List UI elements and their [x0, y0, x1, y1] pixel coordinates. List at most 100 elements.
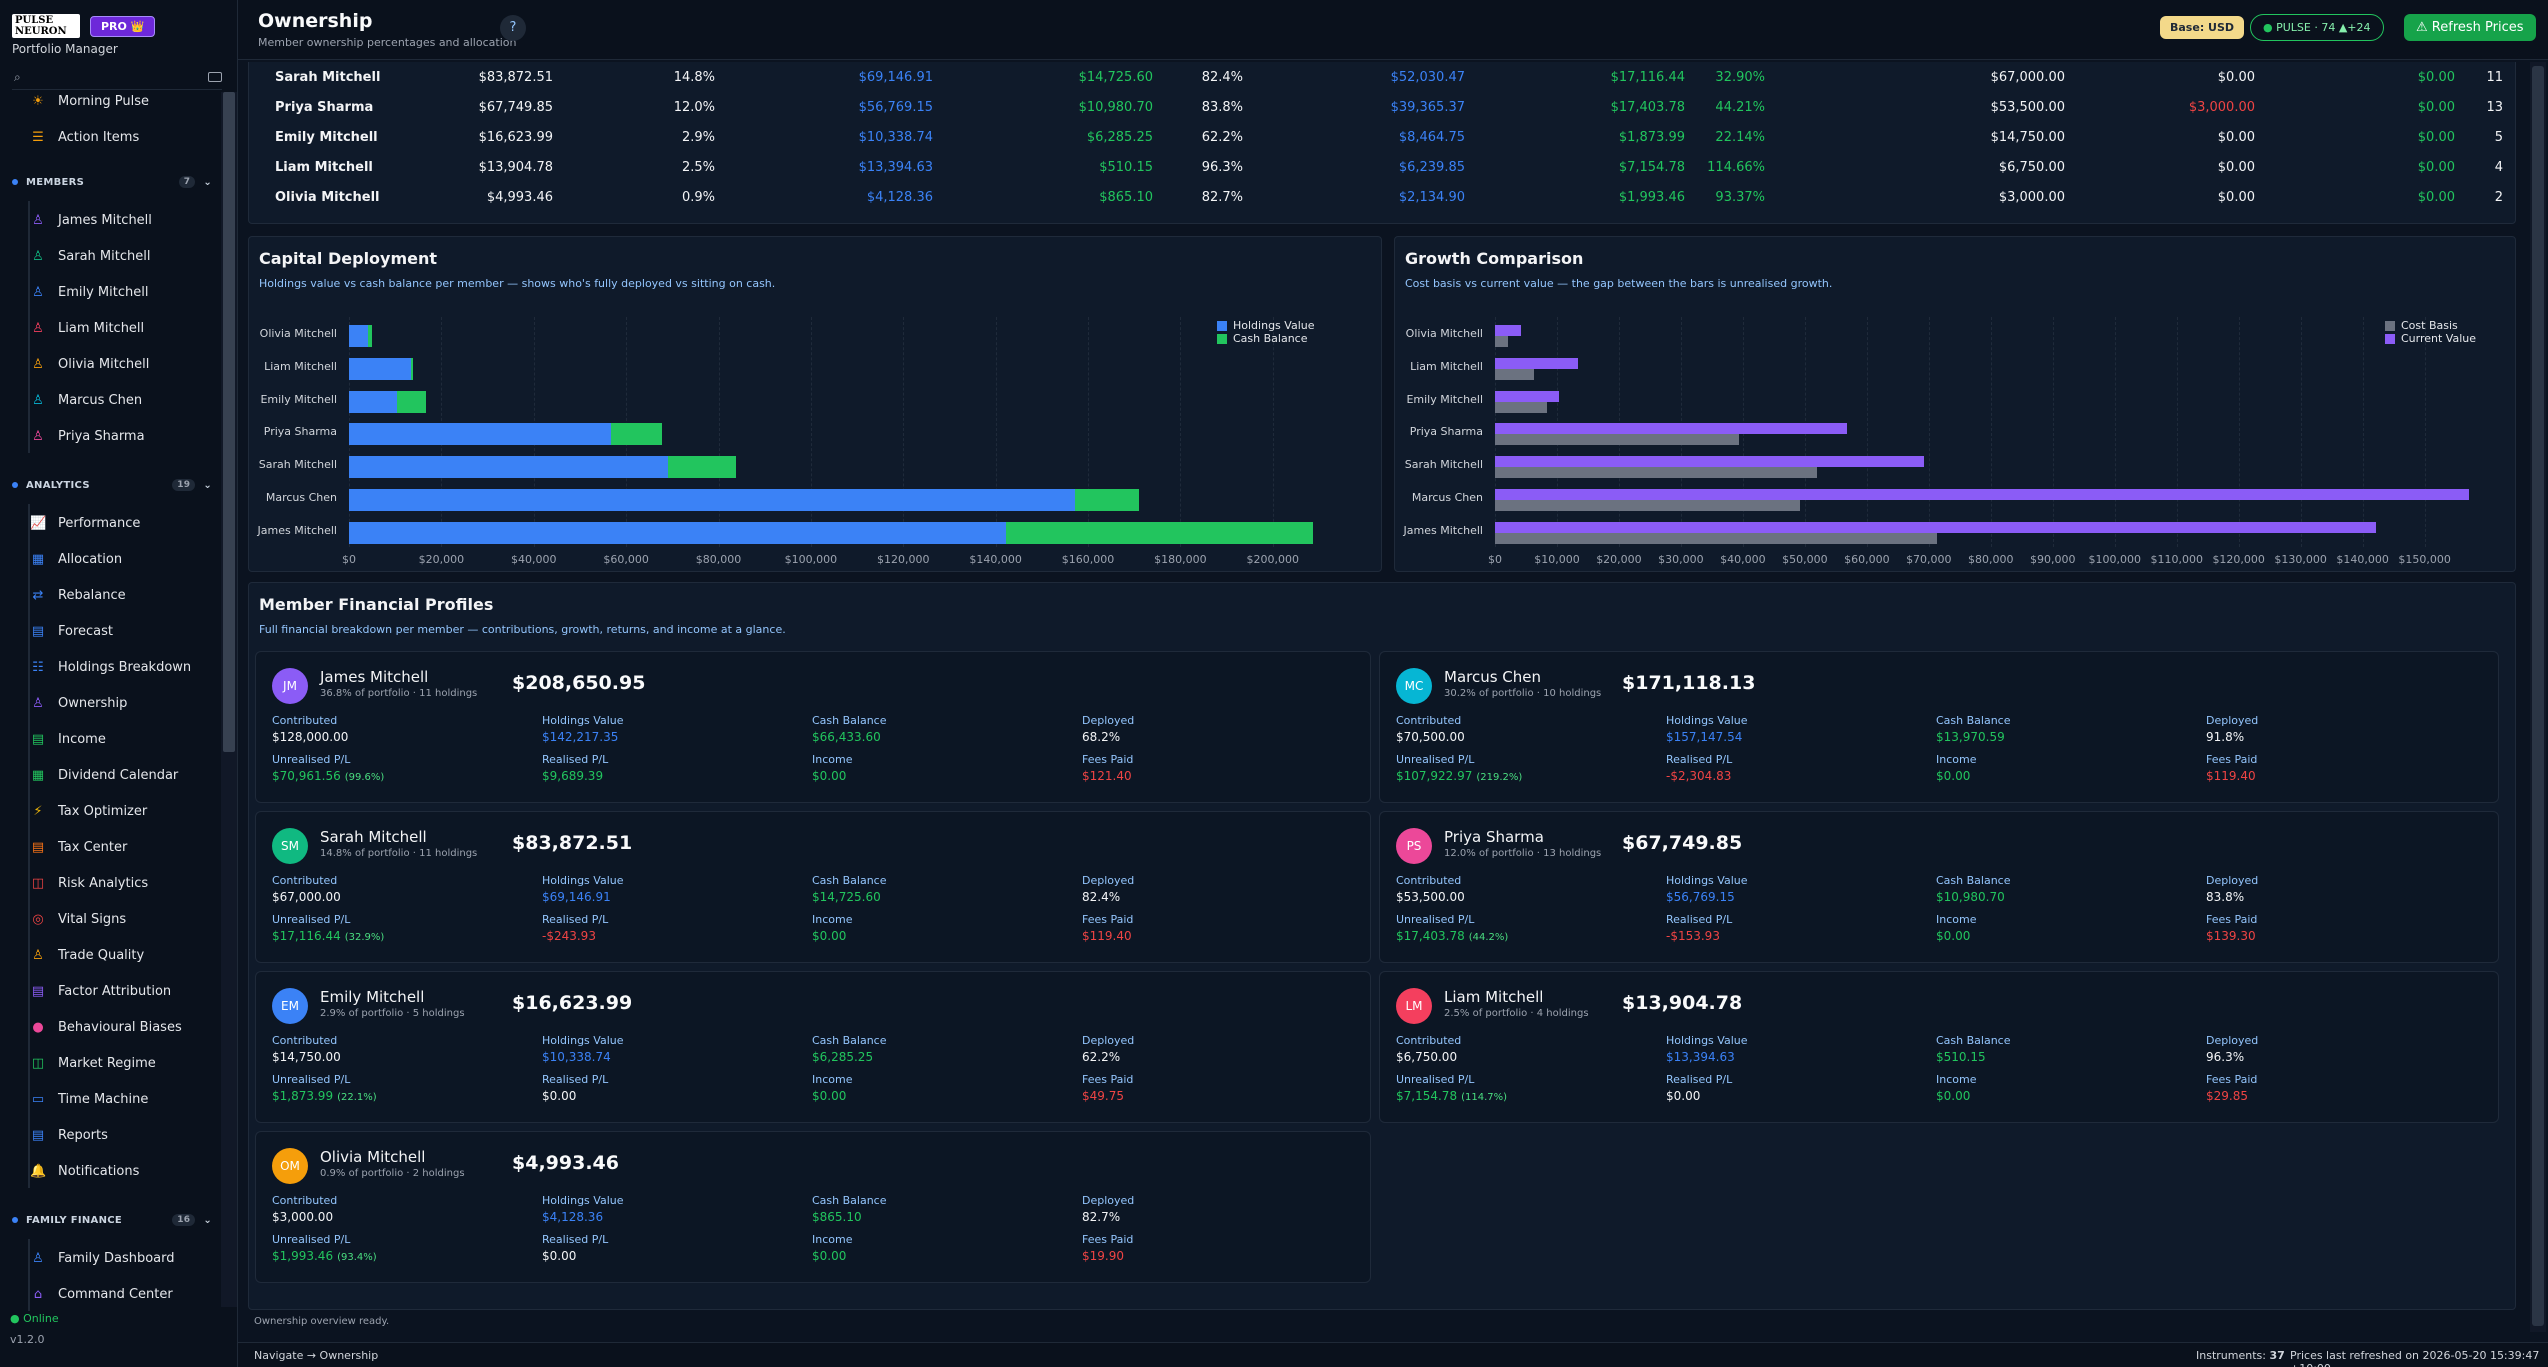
sidebar-item-notifications[interactable]: 🔔 Notifications [30, 1156, 215, 1186]
sidebar-item-ownership[interactable]: ♙ Ownership [30, 688, 215, 718]
base-currency-badge[interactable]: Base: USD [2160, 16, 2245, 39]
collapse-sidebar-icon[interactable] [208, 72, 222, 82]
bar-cost-basis[interactable] [1495, 401, 1548, 413]
version: v1.2.0 [10, 1333, 45, 1346]
grid-line [2238, 317, 2240, 547]
sidebar-item-dividend-calendar[interactable]: ▦ Dividend Calendar [30, 760, 215, 790]
bar-holdings-value[interactable] [349, 489, 1075, 511]
sidebar-item-income[interactable]: ▤ Income [30, 724, 215, 754]
sidebar-item-holdings-breakdown[interactable]: ☷ Holdings Breakdown [30, 652, 215, 682]
sidebar-item-james-mitchell[interactable]: ♙ James Mitchell [30, 205, 215, 235]
bar-cash-balance[interactable] [1074, 489, 1140, 511]
bar-current-value[interactable] [1495, 357, 1578, 369]
sidebar-item-forecast[interactable]: ▤ Forecast [30, 616, 215, 646]
sidebar-item-action-items[interactable]: ☰ Action Items [30, 122, 215, 152]
sidebar-item-vital-signs[interactable]: ◎ Vital Signs [30, 904, 215, 934]
value-text: 83.8% [2206, 890, 2245, 904]
allocation-icon: ▦ [31, 551, 45, 567]
sidebar-item-time-machine[interactable]: ▭ Time Machine [30, 1084, 215, 1114]
bar-holdings-value[interactable] [349, 423, 612, 446]
sidebar-item-command-center[interactable]: ⌂ Command Center [30, 1279, 215, 1309]
member-profile-card[interactable]: JM James Mitchell 36.8% of portfolio · 11 … [255, 651, 1371, 803]
sidebar-item-risk-analytics[interactable]: ◫ Risk Analytics [30, 868, 215, 898]
bar-cost-basis[interactable] [1495, 467, 1818, 479]
field-value: -$243.93 [542, 929, 608, 943]
sidebar-scrollbar[interactable] [221, 92, 237, 1307]
bar-holdings-value[interactable] [349, 357, 411, 380]
sidebar-item-performance[interactable]: 📈 Performance [30, 508, 215, 538]
factor-attribution-icon: ▤ [31, 983, 45, 999]
sidebar-item-reports[interactable]: ▤ Reports [30, 1120, 215, 1150]
legend-swatch [2385, 320, 2395, 331]
bar-cost-basis[interactable] [1495, 500, 1801, 511]
bar-current-value[interactable] [1495, 456, 1924, 468]
bar-cash-balance[interactable] [396, 390, 426, 413]
bar-holdings-value[interactable] [349, 390, 397, 413]
bar-cash-balance[interactable] [668, 456, 737, 479]
sidebar-section-analytics[interactable]: ANALYTICS 19 ⌄ [12, 475, 212, 495]
bar-cash-balance[interactable] [1005, 521, 1313, 544]
sidebar-item-morning-pulse[interactable]: ☀ Morning Pulse [30, 86, 215, 116]
field-value: $0.00 [542, 1249, 608, 1263]
field-label: Income [812, 1073, 853, 1086]
bar-current-value[interactable] [1495, 521, 2377, 533]
contributed-field: Contributed $128,000.00 [272, 714, 348, 744]
bar-current-value[interactable] [1495, 489, 2469, 500]
sidebar-item-sarah-mitchell[interactable]: ♙ Sarah Mitchell [30, 241, 215, 271]
sidebar-item-liam-mitchell[interactable]: ♙ Liam Mitchell [30, 313, 215, 343]
sidebar-item-family-dashboard[interactable]: ♙ Family Dashboard [30, 1243, 215, 1273]
value-text: 82.7% [1082, 1210, 1121, 1224]
table-cell: Sarah Mitchell [275, 70, 381, 85]
member-profile-card[interactable]: OM Olivia Mitchell 0.9% of portfolio · 2 h… [255, 1131, 1371, 1283]
bar-cash-balance[interactable] [368, 325, 373, 347]
bar-cash-balance[interactable] [611, 423, 662, 446]
bar-current-value[interactable] [1495, 325, 1521, 336]
bar-current-value[interactable] [1495, 390, 1560, 402]
chevron-down-icon[interactable]: ⌄ [203, 479, 212, 491]
sidebar-item-priya-sharma[interactable]: ♙ Priya Sharma [30, 421, 215, 451]
sidebar-item-trade-quality[interactable]: ♙ Trade Quality [30, 940, 215, 970]
bar-holdings-value[interactable] [349, 456, 669, 479]
bar-cash-balance[interactable] [410, 357, 414, 380]
main-scroll-thumb[interactable] [2532, 66, 2544, 1326]
sidebar-section-family[interactable]: FAMILY FINANCE 16 ⌄ [12, 1210, 212, 1230]
member-profile-card[interactable]: SM Sarah Mitchell 14.8% of portfolio · 11 … [255, 811, 1371, 963]
member-profile-card[interactable]: PS Priya Sharma 12.0% of portfolio · 13 ho… [1379, 811, 2499, 963]
sidebar-section-members[interactable]: MEMBERS 7 ⌄ [12, 172, 212, 192]
help-button[interactable]: ? [500, 15, 526, 41]
sidebar-item-behavioural-biases[interactable]: ● Behavioural Biases [30, 1012, 215, 1042]
bar-cost-basis[interactable] [1495, 532, 1937, 544]
member-profile-card[interactable]: EM Emily Mitchell 2.9% of portfolio · 5 ho… [255, 971, 1371, 1123]
pulse-score-badge[interactable]: ● PULSE · 74 ▲+24 [2250, 14, 2384, 41]
refresh-prices-button[interactable]: ⚠ Refresh Prices [2404, 14, 2536, 41]
value-text: $0.00 [812, 769, 847, 783]
member-profile-card[interactable]: MC Marcus Chen 30.2% of portfolio · 10 hol… [1379, 651, 2499, 803]
chevron-down-icon[interactable]: ⌄ [203, 1214, 212, 1226]
bar-cost-basis[interactable] [1495, 368, 1534, 380]
bar-holdings-value[interactable] [349, 521, 1006, 544]
field-value: $119.40 [2206, 769, 2257, 783]
sidebar-item-olivia-mitchell[interactable]: ♙ Olivia Mitchell [30, 349, 215, 379]
sidebar-search[interactable]: ⌕ [12, 70, 222, 90]
sidebar-item-market-regime[interactable]: ◫ Market Regime [30, 1048, 215, 1078]
sidebar-item-factor-attribution[interactable]: ▤ Factor Attribution [30, 976, 215, 1006]
sidebar-item-tax-optimizer[interactable]: ⚡ Tax Optimizer [30, 796, 215, 826]
main-scrollbar[interactable] [2530, 62, 2546, 1332]
sidebar-item-emily-mitchell[interactable]: ♙ Emily Mitchell [30, 277, 215, 307]
field-value: $0.00 [1666, 1089, 1732, 1103]
bar-cost-basis[interactable] [1495, 434, 1739, 446]
sidebar-item-rebalance[interactable]: ⇄ Rebalance [30, 580, 215, 610]
chevron-down-icon[interactable]: ⌄ [203, 176, 212, 188]
bar-cost-basis[interactable] [1495, 336, 1509, 347]
value-text: $6,285.25 [812, 1050, 874, 1064]
bar-current-value[interactable] [1495, 423, 1847, 435]
sidebar-scroll-thumb[interactable] [223, 92, 235, 752]
member-profile-card[interactable]: LM Liam Mitchell 2.5% of portfolio · 4 hol… [1379, 971, 2499, 1123]
sidebar-item-tax-center[interactable]: ▤ Tax Center [30, 832, 215, 862]
sidebar-item-allocation[interactable]: ▦ Allocation [30, 544, 215, 574]
bar-holdings-value[interactable] [349, 325, 369, 347]
field-label: Cash Balance [1936, 1034, 2011, 1047]
online-status: ● Online [10, 1312, 59, 1325]
cash-balance-field: Cash Balance $13,970.59 [1936, 714, 2011, 744]
sidebar-item-marcus-chen[interactable]: ♙ Marcus Chen [30, 385, 215, 415]
